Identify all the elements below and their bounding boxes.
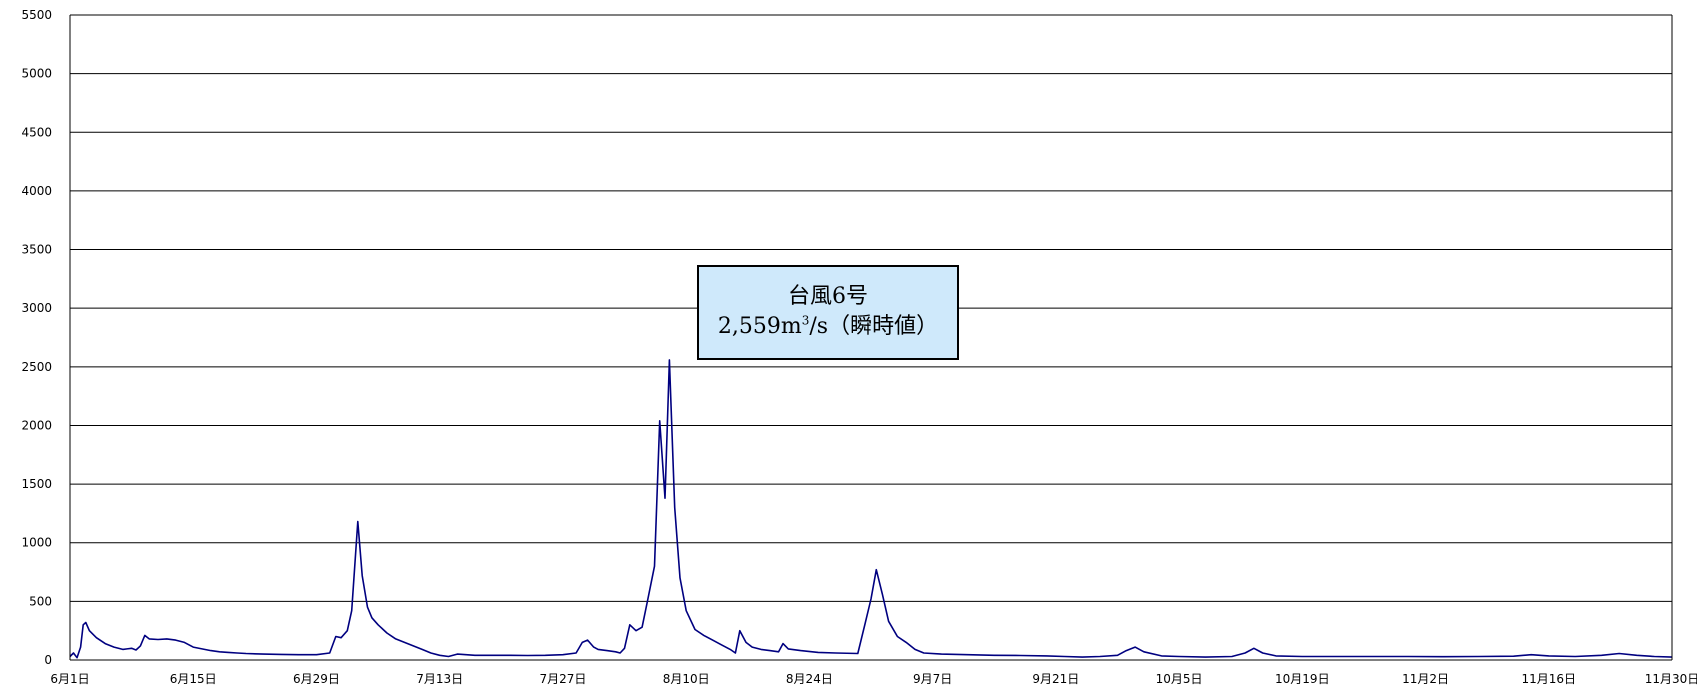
y-tick-label: 5500 [21, 8, 52, 22]
annotation-title: 台風6号 [788, 284, 868, 309]
x-tick-label: 7月27日 [539, 672, 586, 686]
series-line-0 [69, 359, 1673, 659]
gridlines [70, 14, 1672, 661]
axes [69, 15, 1673, 661]
y-axis-tick-labels: 0 500 1000 1500 2000 2500 3000 3500 4000 4500 5000… [21, 8, 52, 667]
y-tick-label: 5000 [21, 67, 52, 81]
x-tick-label: 7月13日 [416, 672, 463, 686]
y-tick-label: 4500 [21, 125, 52, 139]
x-tick-label: 8月24日 [786, 672, 833, 686]
x-tick-label: 11月30日 [1645, 672, 1697, 686]
annotation-value-main: 2,559m [717, 314, 802, 339]
x-axis-tick-labels: 6月1日 6月15日 6月29日 7月13日 7月27日 8月10日 8月24日 9月7日 9月… [50, 672, 1697, 686]
x-tick-label: 9月7日 [913, 672, 952, 686]
typhoon-annotation-box: 台風6号 2,559m3/s（瞬時値） [697, 265, 959, 360]
x-tick-label: 10月5日 [1156, 672, 1203, 686]
x-tick-label: 6月15日 [170, 672, 217, 686]
flow-series [69, 359, 1673, 659]
x-tick-label: 6月29日 [293, 672, 340, 686]
x-tick-label: 6月1日 [50, 672, 89, 686]
annotation-value: 2,559m3/s（瞬時値） [699, 312, 957, 342]
annotation-value-rest: /s（瞬時値） [809, 314, 939, 339]
x-tick-label: 11月2日 [1402, 672, 1449, 686]
y-tick-label: 4000 [21, 184, 52, 198]
y-tick-label: 3500 [21, 243, 52, 257]
y-tick-label: 2500 [21, 360, 52, 374]
y-tick-label: 1500 [21, 477, 52, 491]
x-tick-label: 11月16日 [1521, 672, 1576, 686]
y-tick-label: 1000 [21, 536, 52, 550]
x-tick-label: 10月19日 [1275, 672, 1330, 686]
x-tick-label: 8月10日 [663, 672, 710, 686]
y-tick-label: 0 [44, 653, 52, 667]
y-tick-label: 3000 [21, 301, 52, 315]
x-tick-label: 9月21日 [1032, 672, 1079, 686]
y-tick-label: 500 [29, 594, 52, 608]
annotation-value-sup: 3 [801, 313, 810, 328]
y-tick-label: 2000 [21, 418, 52, 432]
